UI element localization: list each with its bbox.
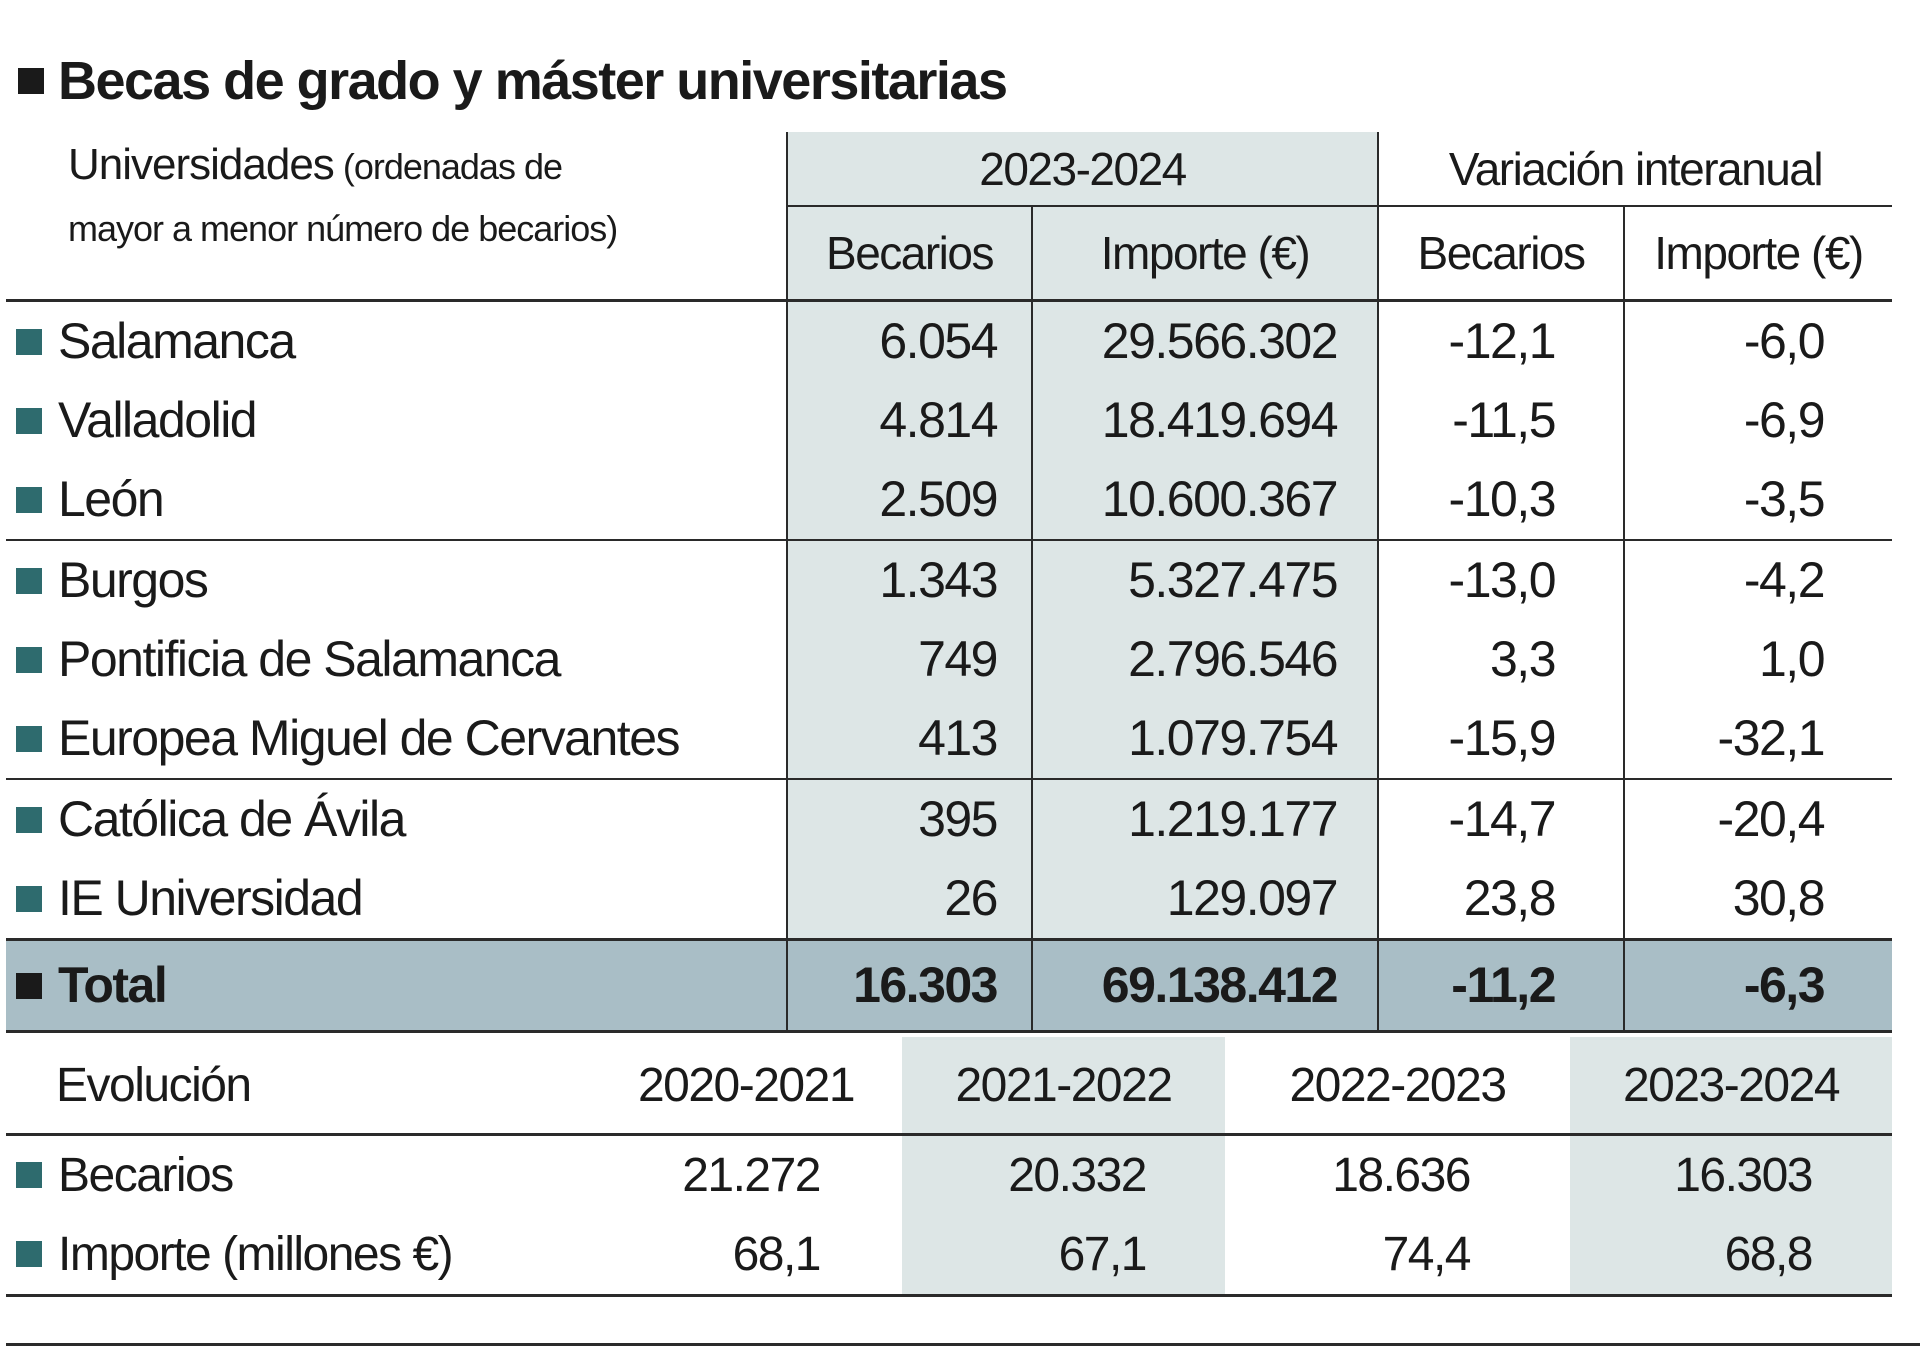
- row-label: Importe (millones €): [58, 1228, 454, 1281]
- var-becarios-header: Becarios: [1377, 206, 1625, 302]
- table-row: Valladolid 4.814 18.419.694 -11,5 -6,9: [6, 380, 1893, 460]
- var-importe-cell: 30,8: [1623, 858, 1893, 939]
- var-becarios-cell: -14,7: [1377, 777, 1625, 859]
- period-header: 2023-2024: [785, 132, 1379, 207]
- university-name: Pontificia de Salamanca: [58, 631, 561, 687]
- var-importe-cell: -4,2: [1623, 538, 1893, 620]
- importe-cell: 1.219.177: [1030, 777, 1379, 859]
- table-row: Salamanca 6.054 29.566.302 -12,1 -6,0: [6, 300, 1893, 381]
- becarios-cell: 6.054: [786, 300, 1032, 381]
- becarios-cell: 749: [786, 619, 1032, 699]
- value-cell: 16.303: [1570, 1134, 1892, 1215]
- var-importe-cell: -32,1: [1623, 698, 1893, 779]
- var-importe-cell: -20,4: [1623, 777, 1893, 859]
- var-becarios-cell: 23,8: [1377, 858, 1625, 939]
- square-bullet-icon: [16, 646, 42, 673]
- importe-cell: 10.600.367: [1030, 459, 1379, 540]
- becarios-cell: 395: [786, 777, 1032, 859]
- universities-header: Universidades (ordenadas de mayor a meno…: [6, 132, 787, 302]
- square-bullet-icon: [16, 885, 42, 912]
- university-name: León: [58, 471, 165, 527]
- importe-cell: 2.796.546: [1030, 619, 1379, 699]
- square-bullet-icon: [16, 1241, 42, 1268]
- importe-cell: 129.097: [1030, 858, 1379, 939]
- university-name: Salamanca: [58, 313, 296, 369]
- total-label: Total: [58, 957, 168, 1013]
- value-cell: 68,1: [590, 1215, 902, 1297]
- row-label: Becarios: [58, 1149, 234, 1202]
- table-row: Católica de Ávila 395 1.219.177 -14,7 -20,4: [6, 777, 1893, 859]
- university-name: Burgos: [58, 552, 209, 608]
- total-var-importe: -6,3: [1623, 937, 1893, 1033]
- year-header: 2020-2021: [590, 1037, 902, 1136]
- square-bullet-icon: [18, 68, 44, 94]
- becarios-cell: 1.343: [786, 538, 1032, 620]
- value-cell: 21.272: [682, 1149, 821, 1202]
- year-header: 2022-2023: [1225, 1037, 1570, 1136]
- var-importe-cell: -6,9: [1623, 380, 1893, 460]
- year-header: 2021-2022: [902, 1037, 1225, 1136]
- var-becarios-cell: -10,3: [1377, 459, 1625, 540]
- table-row: IE Universidad 26 129.097 23,8 30,8: [6, 858, 1893, 939]
- var-becarios-cell: -11,5: [1377, 380, 1625, 460]
- value-cell: 18.636: [1332, 1149, 1471, 1202]
- importe-cell: 5.327.475: [1030, 538, 1379, 620]
- evolution-label: Evolución: [6, 1037, 590, 1136]
- table-row: Pontificia de Salamanca 749 2.796.546 3,3 1,…: [6, 619, 1893, 699]
- bottom-rule: [6, 1343, 1920, 1346]
- university-name: Valladolid: [58, 392, 258, 448]
- universities-note-2: mayor a menor número de becarios): [68, 208, 618, 249]
- table-row: Europea Miguel de Cervantes 413 1.079.754-…: [6, 698, 1893, 779]
- value-cell: 74,4: [1225, 1215, 1570, 1297]
- value-cell: 20.332: [902, 1134, 1225, 1215]
- value-cell: 68,8: [1570, 1215, 1892, 1297]
- page-title: Becas de grado y máster universitarias: [18, 50, 1008, 112]
- total-row: Total 16.303 69.138.412 -11,2 -6,3: [6, 937, 1893, 1033]
- evolution-table: Evolución 2020-2021 2021-2022 2022-2023 …: [6, 1037, 1892, 1297]
- universities-label: Universidades: [68, 140, 335, 189]
- evolution-becarios-row: Becarios 21.272 20.332 18.636 16.303: [6, 1134, 1892, 1215]
- var-importe-header: Importe (€): [1623, 206, 1893, 302]
- var-becarios-cell: -13,0: [1377, 538, 1625, 620]
- square-bullet-icon: [16, 972, 42, 999]
- total-becarios: 16.303: [786, 937, 1032, 1033]
- university-name: Católica de Ávila: [58, 791, 406, 847]
- table-row: León 2.509 10.600.367 -10,3 -3,5: [6, 459, 1893, 540]
- evolution-importe-row: Importe (millones €) 68,1 67,1 74,4 68,8: [6, 1215, 1892, 1297]
- square-bullet-icon: [16, 806, 42, 833]
- title-text: Becas de grado y máster universitarias: [58, 51, 1008, 111]
- year-header: 2023-2024: [1570, 1037, 1892, 1136]
- university-name: IE Universidad: [58, 870, 364, 926]
- square-bullet-icon: [16, 407, 42, 434]
- universities-note: (ordenadas de: [342, 146, 563, 187]
- total-var-becarios: -11,2: [1377, 937, 1625, 1033]
- square-bullet-icon: [16, 1162, 42, 1189]
- var-becarios-cell: -15,9: [1377, 698, 1625, 779]
- square-bullet-icon: [16, 567, 42, 594]
- square-bullet-icon: [16, 486, 42, 513]
- becarios-cell: 2.509: [786, 459, 1032, 540]
- university-name: Europea Miguel de Cervantes: [58, 710, 681, 766]
- total-importe: 69.138.412: [1030, 937, 1379, 1033]
- square-bullet-icon: [16, 328, 42, 355]
- var-becarios-cell: -12,1: [1377, 300, 1625, 381]
- importe-cell: 18.419.694: [1030, 380, 1379, 460]
- variation-header: Variación interanual: [1377, 132, 1893, 207]
- var-importe-cell: -3,5: [1623, 459, 1893, 540]
- importe-cell: 1.079.754: [1030, 698, 1379, 779]
- table-row: Burgos 1.343 5.327.475 -13,0 -4,2: [6, 538, 1893, 620]
- importe-header: Importe (€): [1030, 206, 1379, 302]
- square-bullet-icon: [16, 725, 42, 752]
- importe-cell: 29.566.302: [1030, 300, 1379, 381]
- becarios-cell: 413: [786, 698, 1032, 779]
- becarios-header: Becarios: [786, 206, 1032, 302]
- var-importe-cell: -6,0: [1623, 300, 1893, 381]
- var-importe-cell: 1,0: [1623, 619, 1893, 699]
- becarios-cell: 26: [786, 858, 1032, 939]
- var-becarios-cell: 3,3: [1377, 619, 1625, 699]
- universities-table: Universidades (ordenadas de mayor a meno…: [6, 132, 1893, 1033]
- value-cell: 67,1: [902, 1215, 1225, 1297]
- becarios-cell: 4.814: [786, 380, 1032, 460]
